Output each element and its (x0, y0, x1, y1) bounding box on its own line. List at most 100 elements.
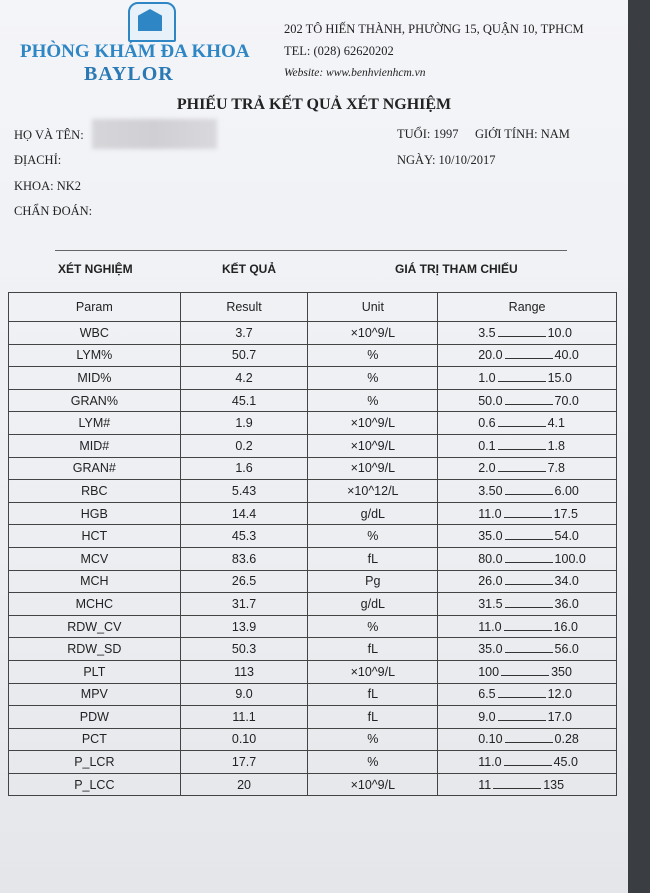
param-cell: GRAN# (8, 456, 181, 481)
range-cell: 9.0 17.0 (437, 705, 617, 729)
range-high: 10.0 (547, 325, 572, 340)
range-high: 12.0 (547, 687, 572, 702)
result-cell: 3.7 (179, 321, 309, 345)
result-cell: 45.1 (179, 388, 309, 413)
range-high: 0.28 (554, 732, 579, 747)
table-row: P_LCC 20 ×10^9/L 11 135 (8, 772, 617, 797)
param-cell: WBC (8, 321, 181, 345)
table-row: PLT 113 ×10^9/L 100 350 (8, 659, 617, 684)
result-cell: 0.10 (179, 727, 309, 752)
range-low: 35.0 (478, 529, 503, 544)
range-high: 56.0 (554, 642, 579, 657)
table-row: GRAN# 1.6 ×10^9/L 2.0 7.8 (8, 456, 617, 481)
param-cell: MCV (8, 546, 181, 571)
col-result: Result (179, 292, 309, 322)
range-high: 6.00 (554, 483, 579, 498)
range-low: 11.0 (478, 619, 502, 634)
unit-cell: ×10^9/L (307, 321, 439, 345)
param-cell: RDW_SD (8, 637, 181, 661)
range-cell: 1.0 15.0 (437, 366, 617, 390)
range-high: 7.8 (547, 461, 565, 476)
result-cell: 13.9 (179, 614, 309, 639)
date: NGÀY: 10/10/2017 (397, 153, 496, 167)
range-high: 15.0 (547, 370, 572, 385)
range-cell: 100 350 (437, 659, 617, 684)
result-cell: 45.3 (179, 524, 309, 548)
range-high: 54.0 (554, 529, 579, 544)
range-cell: 11.0 16.0 (437, 614, 617, 639)
range-high: 16.0 (553, 619, 578, 634)
range-low: 11.0 (478, 755, 502, 770)
result-cell: 4.2 (179, 366, 309, 390)
range-high: 36.0 (554, 596, 579, 611)
table-header: Param Result Unit Range (8, 292, 617, 322)
gender: GIỚI TÍNH: NAM (475, 127, 570, 141)
param-cell: MCH (8, 569, 181, 594)
result-cell: 0.2 (179, 433, 309, 458)
table-row: MID% 4.2% 1.0 15.0 (8, 366, 617, 390)
clinic-address: 202 TÔ HIẾN THÀNH, PHƯỜNG 15, QUẬN 10, T… (284, 22, 584, 36)
range-low: 11.0 (478, 506, 502, 521)
param-cell: PLT (8, 659, 181, 684)
age: TUỔI: 1997 (397, 127, 459, 141)
range-high: 1.8 (547, 438, 565, 453)
department: KHOA: NK2 (14, 179, 82, 193)
table-row: GRAN% 45.1% 50.0 70.0 (8, 388, 617, 413)
table-row: RDW_CV 13.9% 11.0 16.0 (8, 614, 617, 639)
unit-cell: % (307, 727, 439, 752)
range-low: 6.5 (478, 687, 496, 702)
result-cell: 26.5 (179, 569, 309, 594)
range-cell: 50.0 70.0 (437, 388, 617, 413)
table-row: RDW_SD 50.3 fL 35.0 56.0 (8, 637, 617, 661)
range-cell: 2.0 7.8 (437, 456, 617, 481)
table-row: MID# 0.2 ×10^9/L 0.1 1.8 (8, 433, 617, 458)
unit-cell: fL (307, 637, 439, 661)
document-page: PHÒNG KHÁM ĐA KHOA BAYLOR 202 TÔ HIẾN TH… (0, 0, 628, 893)
param-cell: P_LCR (8, 750, 181, 774)
result-cell: 113 (179, 659, 309, 684)
range-cell: 11.0 17.5 (437, 501, 617, 526)
param-cell: RDW_CV (8, 614, 181, 639)
range-cell: 3.5 10.0 (437, 321, 617, 345)
param-cell: GRAN% (8, 388, 181, 413)
unit-cell: % (307, 388, 439, 413)
unit-cell: ×10^9/L (307, 772, 439, 797)
range-cell: 0.6 4.1 (437, 411, 617, 435)
param-cell: P_LCC (8, 772, 181, 797)
range-cell: 11 135 (437, 772, 617, 797)
result-cell: 1.6 (179, 456, 309, 481)
table-row: PCT 0.10% 0.10 0.28 (8, 727, 617, 752)
range-low: 2.0 (478, 461, 496, 476)
range-low: 50.0 (478, 393, 503, 408)
range-cell: 26.0 34.0 (437, 569, 617, 594)
range-low: 1.0 (478, 370, 496, 385)
range-high: 40.0 (554, 348, 579, 363)
param-cell: MCHC (8, 592, 181, 616)
section-test: XÉT NGHIỆM (58, 262, 133, 276)
table-row: LYM% 50.7% 20.0 40.0 (8, 343, 617, 368)
col-range: Range (437, 292, 617, 322)
clinic-logo-icon (128, 2, 176, 42)
clinic-website: Website: www.benhvienhcm.vn (284, 67, 426, 79)
table-row: WBC 3.7 ×10^9/L 3.5 10.0 (8, 321, 617, 345)
result-cell: 17.7 (179, 750, 309, 774)
range-low: 80.0 (478, 551, 503, 566)
range-cell: 35.0 54.0 (437, 524, 617, 548)
range-low: 26.0 (478, 574, 503, 589)
clinic-name: PHÒNG KHÁM ĐA KHOA (20, 41, 250, 62)
diagnosis-label: CHẨN ĐOÁN: (14, 204, 93, 218)
redacted-name (92, 119, 217, 149)
result-cell: 5.43 (179, 479, 309, 503)
result-cell: 11.1 (179, 705, 309, 729)
param-cell: HCT (8, 524, 181, 548)
range-low: 0.1 (478, 438, 496, 453)
range-high: 4.1 (547, 416, 565, 431)
unit-cell: fL (307, 546, 439, 571)
param-cell: LYM% (8, 343, 181, 368)
unit-cell: % (307, 614, 439, 639)
range-cell: 0.1 1.8 (437, 433, 617, 458)
unit-cell: ×10^12/L (307, 479, 439, 503)
range-low: 100 (478, 664, 500, 679)
unit-cell: ×10^9/L (307, 411, 439, 435)
param-cell: LYM# (8, 411, 181, 435)
